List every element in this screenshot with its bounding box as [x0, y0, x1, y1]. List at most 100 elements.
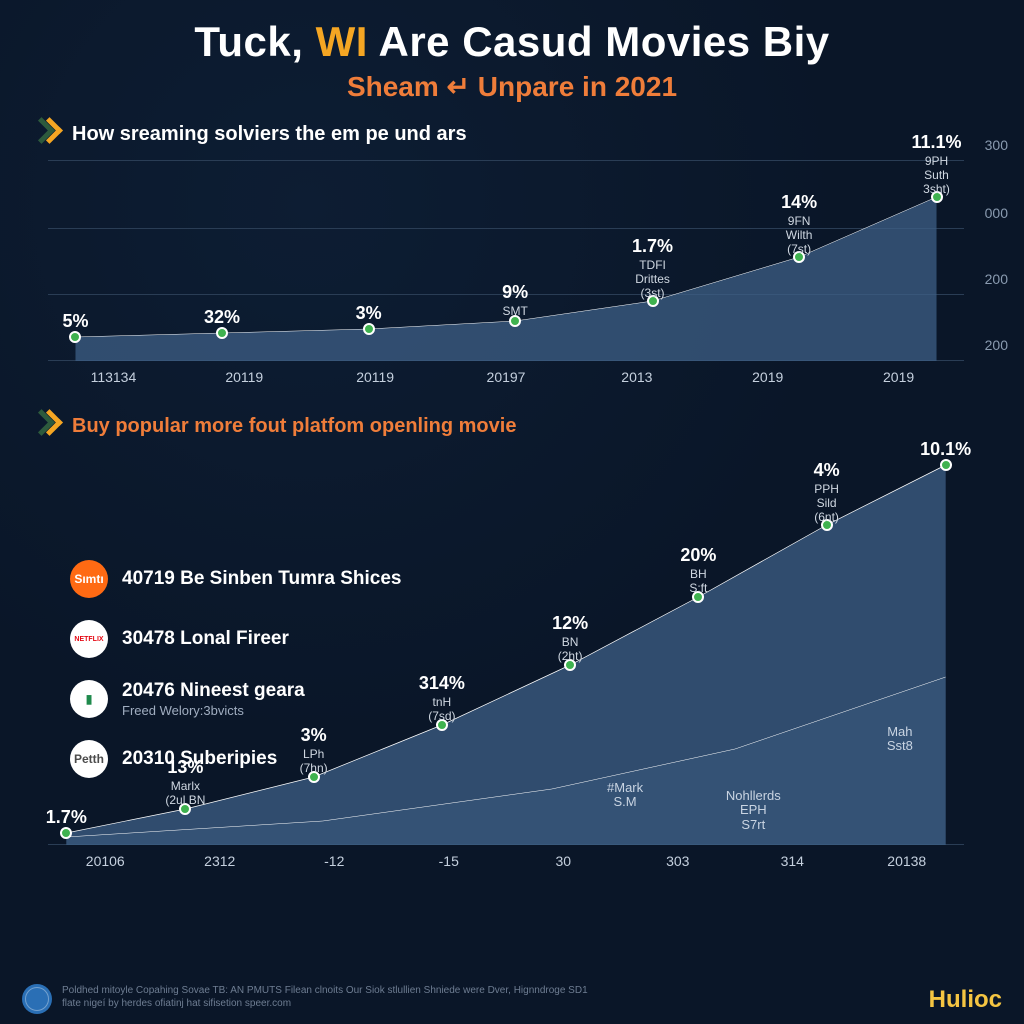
platform-line1: 20310 Suberipies [122, 748, 277, 770]
section2-header: Buy popular more fout platfom openling m… [36, 413, 1024, 439]
platform-row: ▮ 20476 Nineest gearaFreed Welory:3bvicts [70, 680, 402, 718]
chevron-icon [36, 413, 62, 439]
platform-row: Sımtı 40719 Be Sinben Tumra Shices [70, 560, 402, 598]
y-axis-label: 200 [985, 271, 1008, 287]
section1-header: How sreaming solviers the em pe und ars [36, 121, 1024, 147]
chart1-wrap: 2002000003005%32%3%9%SMT1.7%TDFIDrittes(… [48, 161, 964, 361]
platform-text: 30478 Lonal Fireer [122, 628, 289, 650]
x-tick-label: 2312 [163, 853, 278, 869]
data-point-label: 12%BN(2ht) [552, 613, 588, 664]
footer-text: Poldhed mitoyle Copahing Sovae TB: AN PM… [62, 984, 588, 1010]
point-sublabel: tnH(7sd) [419, 696, 465, 724]
x-tick-label: 20197 [441, 369, 572, 385]
area-svg [48, 161, 964, 361]
percent-label: 4% [814, 460, 840, 481]
percent-label: 10.1% [920, 439, 971, 460]
data-point-label: 14%9FNWilth(7st) [781, 192, 817, 256]
percent-label: 9% [502, 282, 528, 303]
x-tick-label: 30 [506, 853, 621, 869]
y-axis-label: 200 [985, 337, 1008, 353]
footer-line1: Poldhed mitoyle Copahing Sovae TB: AN PM… [62, 984, 588, 997]
platform-icon: Petth [70, 740, 108, 778]
data-point-label: 314%tnH(7sd) [419, 673, 465, 724]
sub-pre: Sheam [347, 71, 447, 102]
percent-label: 14% [781, 192, 817, 213]
brand-logo: Hulioc [929, 986, 1002, 1014]
data-point-label: 9% SMT [502, 282, 528, 319]
section1-title: How sreaming solviers the em pe und ars [72, 123, 467, 146]
percent-label: 12% [552, 613, 588, 634]
platform-text: 40719 Be Sinben Tumra Shices [122, 568, 402, 590]
percent-label: 5% [62, 311, 88, 332]
x-tick-label: -15 [392, 853, 507, 869]
platform-list: Sımtı 40719 Be Sinben Tumra Shices NETFLIX… [70, 560, 402, 778]
x-tick-label: 20138 [850, 853, 965, 869]
x-axis: 113134201192011920197201320192019 [48, 369, 964, 385]
sub-glyph: ↵ [447, 71, 470, 102]
data-point-marker [60, 827, 72, 839]
percent-label: 1.7% [46, 807, 87, 828]
data-point-label: 5% [62, 311, 88, 332]
platform-line1: 20476 Nineest geara [122, 680, 305, 702]
platform-icon: NETFLIX [70, 620, 108, 658]
data-point-label: 20%BHS:ft [680, 545, 716, 596]
data-point-marker [940, 459, 952, 471]
title-post: Are Casud Movies Biy [368, 18, 830, 65]
chart1: 2002000003005%32%3%9%SMT1.7%TDFIDrittes(… [48, 161, 964, 361]
point-sublabel: 9FNWilth(7st) [781, 215, 817, 256]
platform-line1: 30478 Lonal Fireer [122, 628, 289, 650]
x-tick-label: 2019 [702, 369, 833, 385]
data-point-label: 1.7%TDFIDrittes(3st) [632, 236, 673, 300]
footer: Poldhed mitoyle Copahing Sovae TB: AN PM… [22, 984, 1002, 1014]
globe-icon [22, 984, 52, 1014]
data-point-label: 3% [356, 303, 382, 324]
percent-label: 11.1% [911, 132, 961, 153]
percent-label: 314% [419, 673, 465, 694]
percent-label: 20% [680, 545, 716, 566]
platform-icon: ▮ [70, 680, 108, 718]
x-tick-label: 2013 [571, 369, 702, 385]
platform-text: 20310 Suberipies [122, 748, 277, 770]
platform-line1: 40719 Be Sinben Tumra Shices [122, 568, 402, 590]
title-subtitle: Sheam ↵ Unpare in 2021 [0, 70, 1024, 103]
point-sublabel: TDFIDrittes(3st) [632, 259, 673, 300]
x-tick-label: 20106 [48, 853, 163, 869]
footer-left: Poldhed mitoyle Copahing Sovae TB: AN PM… [22, 984, 588, 1014]
scatter-label: NohllerdsEPHS7rt [726, 789, 781, 832]
point-sublabel: SMT [502, 305, 528, 319]
sub-mid: Unpare in [470, 71, 615, 102]
x-axis: 201062312-12-153030331420138 [48, 853, 964, 869]
platform-row: Petth 20310 Suberipies [70, 740, 402, 778]
scatter-label: MahSst8 [887, 725, 913, 754]
footer-line2: flate nigeí by herdes ofiatinj hat sifis… [62, 997, 588, 1010]
percent-label: 32% [204, 307, 240, 328]
data-point-label: 1.7% [46, 807, 87, 828]
point-sublabel: BN(2ht) [552, 636, 588, 664]
section2-title: Buy popular more fout platfom openling m… [72, 415, 516, 438]
title-accent: WI [316, 18, 368, 65]
point-sublabel: 9PHSuth3sht) [911, 155, 961, 196]
data-point-marker [363, 323, 375, 335]
platform-icon: Sımtı [70, 560, 108, 598]
point-sublabel: PPHSild(6nt) [814, 483, 840, 524]
title-pre: Tuck, [194, 18, 315, 65]
data-point-label: 11.1%9PHSuth3sht) [911, 132, 961, 196]
data-point-label: 32% [204, 307, 240, 328]
x-tick-label: 314 [735, 853, 850, 869]
sub-year: 2021 [615, 71, 677, 102]
point-sublabel: Marlx(2ul BN [165, 780, 205, 808]
x-tick-label: 2019 [833, 369, 964, 385]
data-point-label: 10.1% [920, 439, 971, 460]
x-tick-label: -12 [277, 853, 392, 869]
x-tick-label: 113134 [48, 369, 179, 385]
scatter-label: #MarkS.M [607, 781, 643, 810]
x-tick-label: 20119 [179, 369, 310, 385]
title-block: Tuck, WI Are Casud Movies Biy Sheam ↵ Un… [0, 0, 1024, 103]
data-point-marker [69, 331, 81, 343]
platform-text: 20476 Nineest gearaFreed Welory:3bvicts [122, 680, 305, 718]
data-point-label: 4%PPHSild(6nt) [814, 460, 840, 524]
platform-row: NETFLIX 30478 Lonal Fireer [70, 620, 402, 658]
chevron-icon [36, 121, 62, 147]
platform-line2: Freed Welory:3bvicts [122, 703, 305, 718]
x-tick-label: 20119 [310, 369, 441, 385]
